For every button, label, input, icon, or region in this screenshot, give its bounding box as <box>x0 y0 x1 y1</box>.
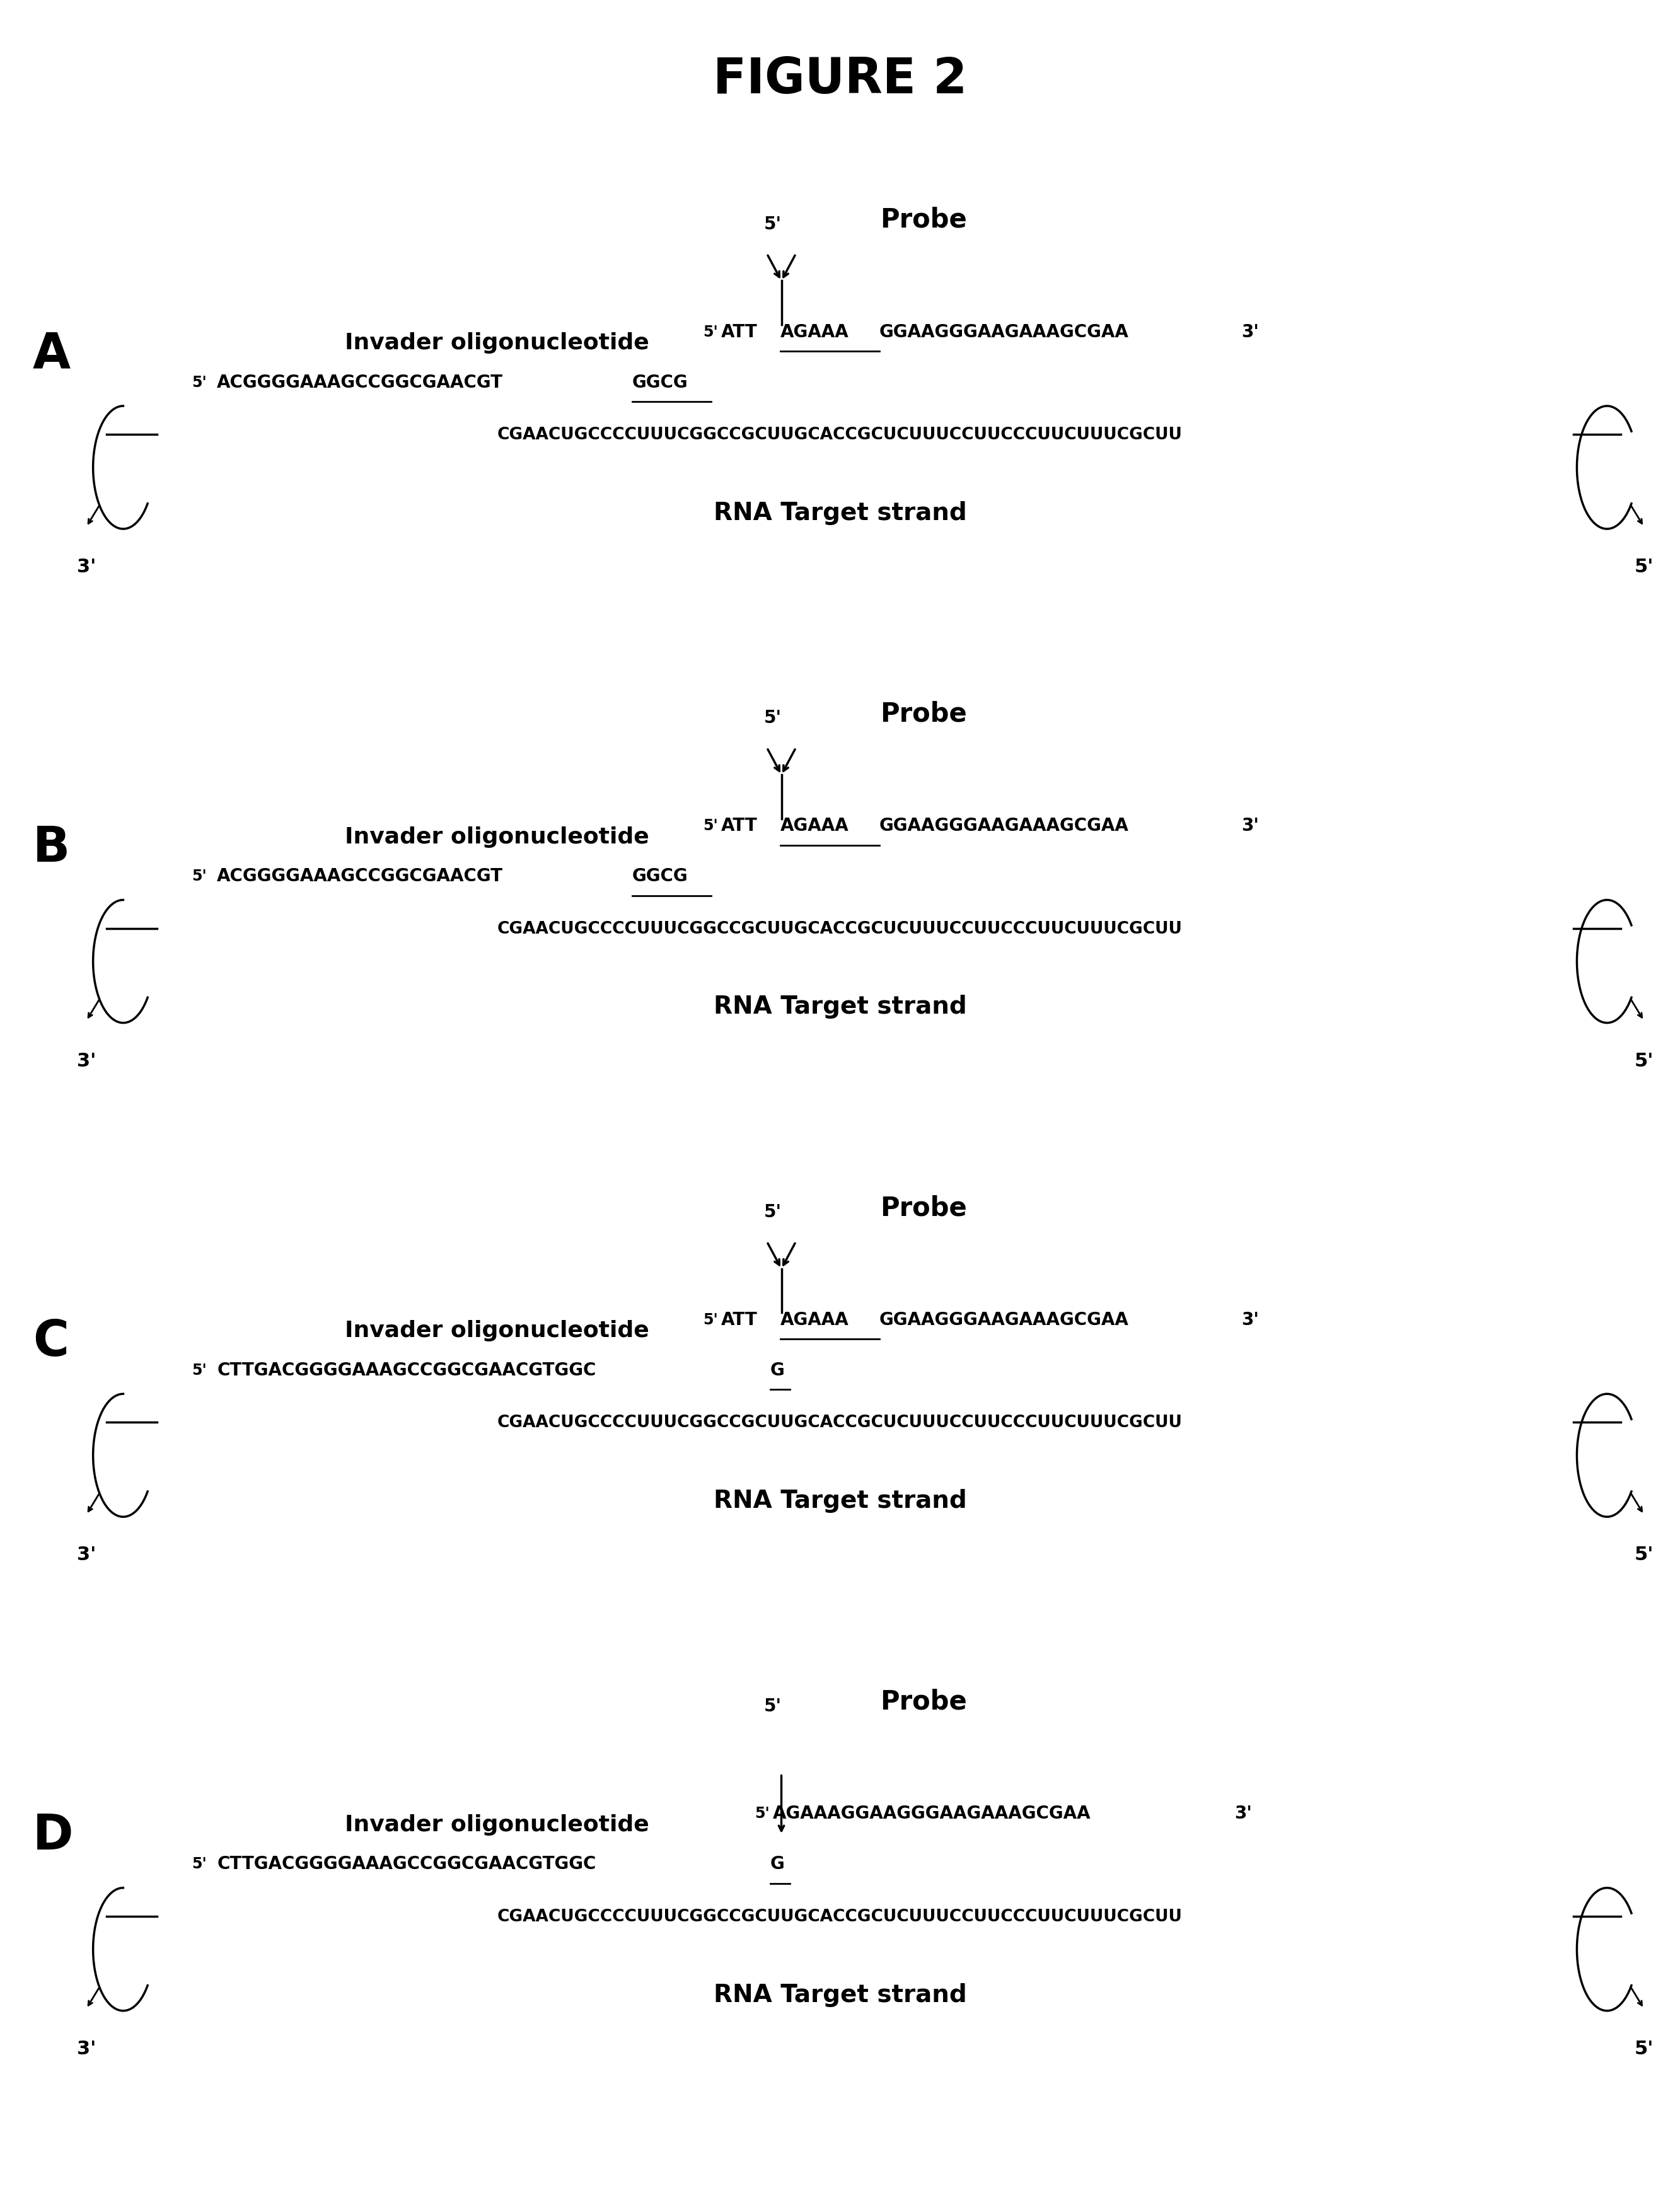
Text: Invader oligonucleotide: Invader oligonucleotide <box>344 332 648 354</box>
Text: ATT: ATT <box>721 1311 758 1329</box>
Text: AGAAA: AGAAA <box>781 816 848 834</box>
Text: Invader oligonucleotide: Invader oligonucleotide <box>344 825 648 847</box>
Text: B: B <box>34 823 71 871</box>
Text: 5': 5' <box>754 1806 769 1822</box>
Text: ACGGGGAAAGCCGGCGAACGT: ACGGGGAAAGCCGGCGAACGT <box>217 374 504 392</box>
Text: D: D <box>34 1811 74 1859</box>
Text: CGAACUGCCCCUUUCGGCCGCUUGCACCGCUCUUUCCUUCCCUUCUUUCGCUU: CGAACUGCCCCUUUCGGCCGCUUGCACCGCUCUUUCCUUC… <box>497 1907 1183 1925</box>
Text: 3': 3' <box>77 2039 96 2057</box>
Text: AGAAA: AGAAA <box>781 1311 848 1329</box>
Text: ACGGGGAAAGCCGGCGAACGT: ACGGGGAAAGCCGGCGAACGT <box>217 867 504 884</box>
Text: G: G <box>771 1362 785 1379</box>
Text: 3': 3' <box>1242 1311 1260 1329</box>
Text: GGAAGGGAAGAAAGCGAA: GGAAGGGAAGAAAGCGAA <box>879 816 1129 834</box>
Text: 5': 5' <box>702 818 717 834</box>
Text: GGCG: GGCG <box>632 867 687 884</box>
Text: GGAAGGGAAGAAAGCGAA: GGAAGGGAAGAAAGCGAA <box>879 1311 1129 1329</box>
Text: ATT: ATT <box>721 816 758 834</box>
Text: 5': 5' <box>764 708 781 726</box>
Text: CGAACUGCCCCUUUCGGCCGCUUGCACCGCUCUUUCCUUCCCUUCUUUCGCUU: CGAACUGCCCCUUUCGGCCGCUUGCACCGCUCUUUCCUUC… <box>497 427 1183 442</box>
Text: 3': 3' <box>1242 323 1260 341</box>
Text: GGCG: GGCG <box>632 374 687 392</box>
Text: Invader oligonucleotide: Invader oligonucleotide <box>344 1320 648 1342</box>
Text: 5': 5' <box>192 1857 207 1872</box>
Text: 5': 5' <box>192 869 207 884</box>
Text: Probe: Probe <box>880 700 968 726</box>
Text: 5': 5' <box>764 216 781 233</box>
Text: 5': 5' <box>764 1203 781 1221</box>
Text: 3': 3' <box>1235 1804 1252 1822</box>
Text: A: A <box>34 330 71 378</box>
Text: 5': 5' <box>192 374 207 389</box>
Text: AGAAA: AGAAA <box>781 323 848 341</box>
Text: RNA Target strand: RNA Target strand <box>714 1489 966 1511</box>
Text: AGAAAGGAAGGGAAGAAAGCGAA: AGAAAGGAAGGGAAGAAAGCGAA <box>773 1804 1090 1822</box>
Text: 5': 5' <box>1635 2039 1653 2057</box>
Text: Probe: Probe <box>880 207 968 233</box>
Text: 5': 5' <box>764 1696 781 1714</box>
Text: 3': 3' <box>77 1547 96 1564</box>
Text: 5': 5' <box>702 1311 717 1327</box>
Text: CTTGACGGGGAAAGCCGGCGAACGTGGC: CTTGACGGGGAAAGCCGGCGAACGTGGC <box>217 1362 596 1379</box>
Text: RNA Target strand: RNA Target strand <box>714 1982 966 2006</box>
Text: GGAAGGGAAGAAAGCGAA: GGAAGGGAAGAAAGCGAA <box>879 323 1129 341</box>
Text: Probe: Probe <box>880 1195 968 1221</box>
Text: Invader oligonucleotide: Invader oligonucleotide <box>344 1813 648 1835</box>
Text: 3': 3' <box>77 559 96 576</box>
Text: 5': 5' <box>1635 559 1653 576</box>
Text: CGAACUGCCCCUUUCGGCCGCUUGCACCGCUCUUUCCUUCCCUUCUUUCGCUU: CGAACUGCCCCUUUCGGCCGCUUGCACCGCUCUUUCCUUC… <box>497 920 1183 937</box>
Text: 5': 5' <box>192 1362 207 1377</box>
Text: Probe: Probe <box>880 1687 968 1714</box>
Text: 3': 3' <box>1242 816 1260 834</box>
Text: G: G <box>771 1855 785 1872</box>
Text: 3': 3' <box>77 1052 96 1069</box>
Text: RNA Target strand: RNA Target strand <box>714 502 966 526</box>
Text: C: C <box>34 1318 69 1366</box>
Text: FIGURE 2: FIGURE 2 <box>712 55 968 103</box>
Text: 5': 5' <box>1635 1052 1653 1069</box>
Text: CTTGACGGGGAAAGCCGGCGAACGTGGC: CTTGACGGGGAAAGCCGGCGAACGTGGC <box>217 1855 596 1872</box>
Text: CGAACUGCCCCUUUCGGCCGCUUGCACCGCUCUUUCCUUCCCUUCUUUCGCUU: CGAACUGCCCCUUUCGGCCGCUUGCACCGCUCUUUCCUUC… <box>497 1415 1183 1430</box>
Text: ATT: ATT <box>721 323 758 341</box>
Text: 5': 5' <box>1635 1547 1653 1564</box>
Text: 5': 5' <box>702 323 717 339</box>
Text: RNA Target strand: RNA Target strand <box>714 994 966 1019</box>
